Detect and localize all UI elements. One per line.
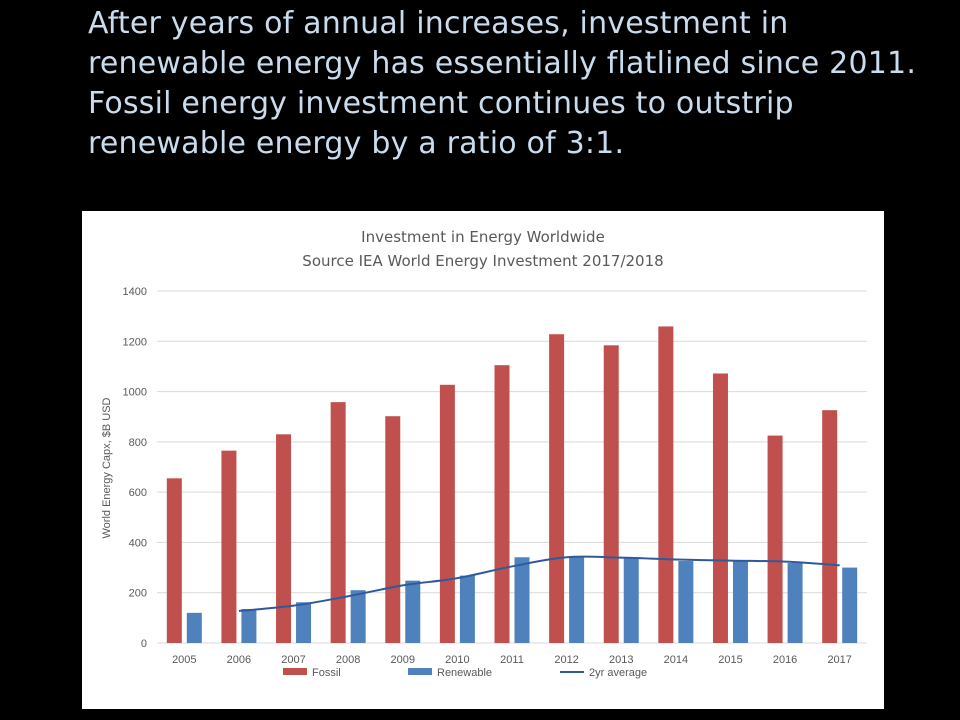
x-tick-label: 2007 [281, 654, 305, 666]
fossil-bar [166, 478, 182, 643]
y-tick-label: 1000 [123, 387, 147, 399]
x-tick-label: 2014 [664, 654, 688, 666]
fossil-bar [822, 410, 838, 643]
x-tick-label: 2006 [227, 654, 251, 666]
renewable-bar [732, 560, 748, 643]
x-tick-label: 2015 [718, 654, 742, 666]
headline-line-3: Fossil energy investment continues to ou… [88, 86, 794, 121]
legend-swatch [283, 668, 307, 675]
x-tick-label: 2013 [609, 654, 633, 666]
legend-label: Fossil [312, 667, 341, 679]
y-tick-label: 0 [141, 638, 147, 650]
x-tick-label: 2016 [773, 654, 797, 666]
fossil-bar [712, 373, 728, 643]
renewable-bar [678, 561, 694, 643]
y-tick-label: 800 [129, 437, 147, 449]
fossil-bar [549, 334, 565, 643]
x-tick-label: 2010 [445, 654, 469, 666]
y-tick-label: 1200 [123, 336, 147, 348]
headline-line-4: renewable energy by a ratio of 3:1. [88, 126, 625, 161]
renewable-bar [241, 609, 257, 643]
fossil-bar [221, 450, 237, 643]
renewable-bar [623, 558, 639, 643]
fossil-bar [330, 402, 346, 643]
legend-label: Renewable [437, 667, 492, 679]
headline-line-1: After years of annual increases, investm… [88, 6, 789, 41]
renewable-bar [186, 612, 202, 643]
fossil-bar [385, 416, 401, 643]
renewable-bar [514, 557, 530, 643]
legend-swatch [408, 668, 432, 675]
x-tick-label: 2017 [827, 654, 851, 666]
energy-investment-chart: Investment in Energy Worldwide Source IE… [101, 228, 867, 679]
x-ticks: 2005 2006 2007 2008 2009 2010 2011 2012 2013 2014… [172, 654, 852, 666]
y-tick-label: 400 [129, 537, 147, 549]
x-tick-label: 2012 [554, 654, 578, 666]
renewable-bar [350, 590, 366, 643]
headline-line-2: renewable energy has essentially flatlin… [88, 46, 917, 81]
fossil-bar [658, 326, 674, 643]
renewable-bar [296, 602, 312, 643]
y-axis-label: World Energy Capx, $B USD [101, 397, 113, 538]
headline: After years of annual increases, investm… [88, 4, 948, 164]
legend: Fossil Renewable 2yr average [283, 667, 647, 679]
fossil-bar [494, 365, 510, 643]
chart-title: Investment in Energy Worldwide [361, 228, 605, 246]
renewable-bar [842, 567, 858, 643]
gridlines: 0 200 400 600 800 1000 1200 1400 [123, 286, 867, 650]
x-tick-label: 2009 [391, 654, 415, 666]
fossil-bar [439, 384, 455, 643]
x-tick-label: 2008 [336, 654, 360, 666]
y-tick-label: 600 [129, 487, 147, 499]
renewable-bar [787, 563, 803, 643]
y-tick-label: 1400 [123, 286, 147, 298]
average-line-layer [238, 555, 840, 612]
renewable-bar [405, 580, 421, 643]
average-line [238, 555, 840, 612]
renewable-bar [459, 575, 475, 643]
x-tick-label: 2005 [172, 654, 196, 666]
legend-label: 2yr average [589, 667, 647, 679]
fossil-bar [603, 345, 619, 643]
chart-panel: Investment in Energy Worldwide Source IE… [82, 211, 884, 709]
renewable-bar [569, 557, 585, 643]
bars [166, 326, 858, 643]
y-tick-label: 200 [129, 588, 147, 600]
x-tick-label: 2011 [500, 654, 524, 666]
fossil-bar [767, 435, 783, 643]
fossil-bar [276, 434, 292, 643]
chart-subtitle: Source IEA World Energy Investment 2017/… [302, 252, 663, 270]
